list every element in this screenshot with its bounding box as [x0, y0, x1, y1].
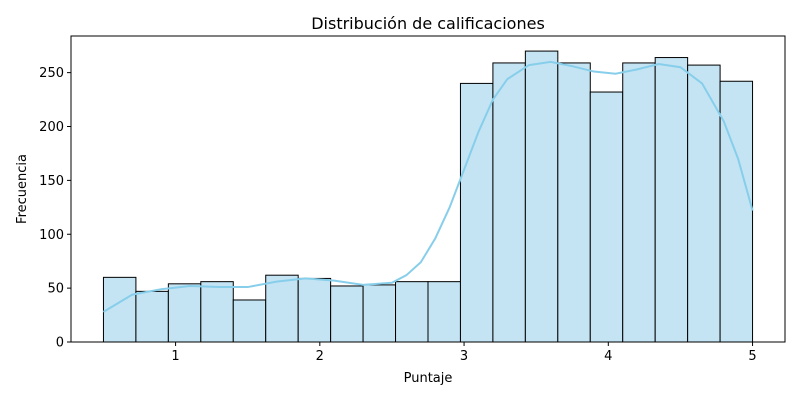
- x-tick-label: 4: [604, 349, 612, 364]
- histogram-bar: [395, 281, 429, 343]
- histogram-bar: [232, 299, 267, 343]
- x-axis-label: Puntaje: [404, 371, 453, 386]
- chart-title: Distribución de calificaciones: [311, 14, 545, 33]
- y-tick-label: 250: [39, 66, 64, 81]
- x-tick-label: 2: [316, 349, 324, 364]
- histogram-bar: [297, 277, 332, 343]
- histogram-bar: [330, 285, 364, 343]
- histogram-bar: [687, 64, 721, 343]
- histogram-bar: [492, 62, 526, 343]
- histogram-bar: [167, 283, 202, 343]
- histogram-bar: [135, 290, 169, 343]
- histogram-bar: [265, 274, 299, 343]
- histogram-bar: [589, 91, 624, 343]
- histogram-bar: [200, 281, 234, 343]
- y-tick-label: 200: [39, 120, 64, 135]
- histogram-bar: [427, 281, 461, 343]
- x-tick-label: 5: [748, 349, 756, 364]
- plot-frame: [70, 35, 786, 343]
- histogram-bar: [557, 62, 591, 343]
- x-axis-ticks: 1 2 3 4 5: [171, 342, 757, 364]
- y-tick-label: 100: [39, 228, 64, 243]
- histogram-bar: [524, 50, 559, 343]
- histogram-bar: [459, 82, 494, 343]
- y-axis-ticks: 0 50 100 150 200 250: [39, 66, 71, 351]
- histogram-bar: [654, 57, 689, 343]
- kde-curve: [102, 60, 754, 313]
- x-tick-label: 1: [171, 349, 179, 364]
- x-tick-label: 3: [460, 349, 468, 364]
- y-tick-label: 0: [56, 336, 64, 351]
- y-tick-label: 50: [47, 282, 64, 297]
- histogram-bar: [622, 62, 656, 343]
- y-tick-label: 150: [39, 174, 64, 189]
- histogram-bar: [362, 284, 397, 343]
- histogram-bars: [102, 50, 754, 343]
- histogram-bar: [719, 80, 754, 343]
- y-axis-label: Frecuencia: [15, 154, 30, 224]
